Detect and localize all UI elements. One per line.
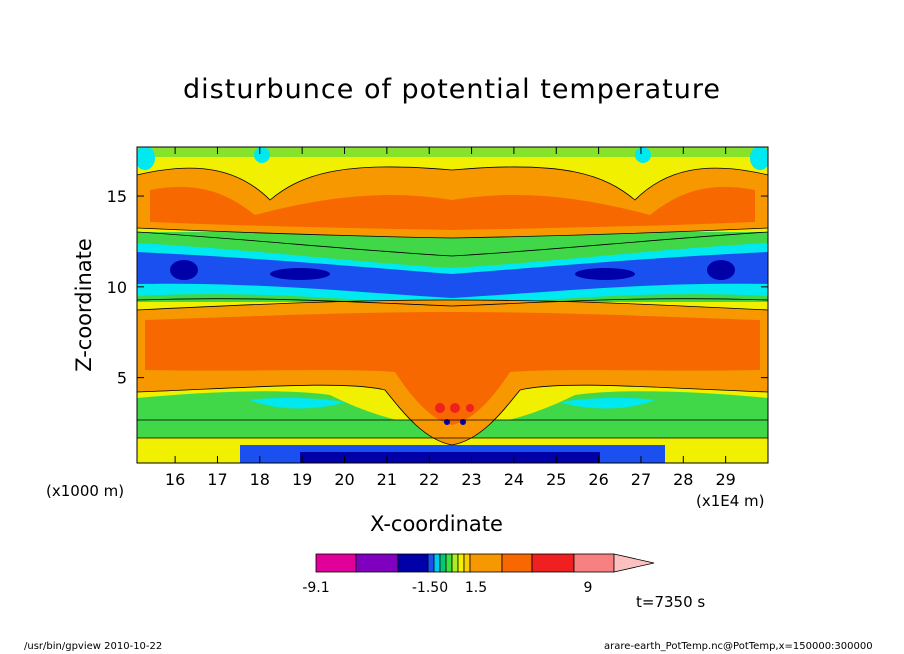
colorbar-segment — [463, 553, 471, 573]
field-surface-blob-2 — [450, 403, 460, 413]
field-cold-core-left — [170, 260, 198, 280]
y-axis-label: Z-coordinate — [72, 238, 96, 372]
field-top-cyan-right — [750, 147, 768, 170]
footer-program-date: /usr/bin/gpview 2010-10-22 — [24, 641, 163, 652]
x-tick-label: 23 — [461, 470, 481, 489]
footer-source-file: arare-earth_PotTemp.nc@PotTemp,x=150000:… — [604, 641, 873, 652]
x-tick-label: 24 — [504, 470, 524, 489]
colorbar-segment — [501, 553, 533, 573]
contour-field — [137, 147, 768, 463]
colorbar-segment — [445, 553, 453, 573]
y-tick-label: 15 — [107, 187, 127, 206]
field-lower-green-right — [485, 391, 768, 425]
field-top-cyan-mid-right — [635, 147, 651, 163]
x-tick-label: 29 — [715, 470, 735, 489]
field-cold-core-center-right — [575, 268, 635, 280]
colorbar: -9.1 -1.50 1.5 9 — [302, 553, 655, 596]
x-tick-label: 18 — [250, 470, 270, 489]
field-top-cyan-mid-left — [254, 147, 270, 163]
colorbar-segment — [469, 553, 503, 573]
x-axis-label: X-coordinate — [370, 512, 503, 536]
x-tick-label: 17 — [207, 470, 227, 489]
colorbar-segment — [457, 553, 465, 573]
y-tick-label: 10 — [107, 278, 127, 297]
time-label: t=7350 s — [636, 593, 706, 611]
plot-frame — [136, 146, 769, 464]
colorbar-segment — [397, 553, 429, 573]
field-top-cyan-left — [137, 147, 155, 170]
field-cold-core-center-left — [270, 268, 330, 280]
colorbar-segment — [451, 553, 459, 573]
field-lower-green-left — [137, 391, 420, 425]
colorbar-segment — [531, 553, 575, 573]
colorbar-segment — [315, 553, 357, 573]
x-tick-label: 19 — [292, 470, 312, 489]
field-mid-blue-band — [137, 252, 768, 298]
field-top-edge-green — [137, 147, 768, 157]
x-tick-label: 28 — [673, 470, 693, 489]
colorbar-arrow — [613, 553, 655, 573]
field-lower-orange-core — [145, 312, 760, 425]
contour-lines — [137, 166, 768, 446]
x-tick-label: 16 — [165, 470, 185, 489]
field-upper-orange-core — [150, 186, 755, 230]
field-surface-blob-3 — [466, 404, 474, 412]
x-tick-label: 22 — [419, 470, 439, 489]
x-tick-label: 26 — [588, 470, 608, 489]
field-surface-blob-4 — [444, 419, 450, 425]
colorbar-label: -1.50 — [412, 580, 448, 596]
field-surface-blob-5 — [460, 419, 466, 425]
x-tick-label: 21 — [377, 470, 397, 489]
chart-title: disturbunce of potential temperature — [183, 74, 721, 105]
field-surface-navy-band — [300, 452, 600, 463]
field-cold-core-right — [707, 260, 735, 280]
x-tick-label: 27 — [631, 470, 651, 489]
x-tick-label: 20 — [334, 470, 354, 489]
y-tick-label: 5 — [117, 369, 127, 388]
field-surface-blob-1 — [435, 403, 445, 413]
y-axis-unit-note: (x1000 m) — [46, 482, 125, 500]
colorbar-segment — [439, 553, 447, 573]
field-lower-cyan-right — [560, 397, 655, 409]
colorbar-segment — [355, 553, 399, 573]
colorbar-label: 9 — [584, 580, 593, 596]
colorbar-segment — [427, 553, 435, 573]
colorbar-segment — [573, 553, 615, 573]
colorbar-segment — [433, 553, 441, 573]
y-axis-ticks: 5 10 15 — [107, 187, 768, 388]
x-tick-label: 25 — [546, 470, 566, 489]
field-lower-cyan-left — [250, 397, 345, 409]
x-axis-unit-note: (x1E4 m) — [696, 492, 765, 510]
x-axis-ticks: 16 17 18 19 20 21 22 23 24 25 26 27 28 29 — [165, 147, 736, 489]
colorbar-label: 1.5 — [465, 580, 487, 596]
colorbar-label: -9.1 — [302, 580, 329, 596]
